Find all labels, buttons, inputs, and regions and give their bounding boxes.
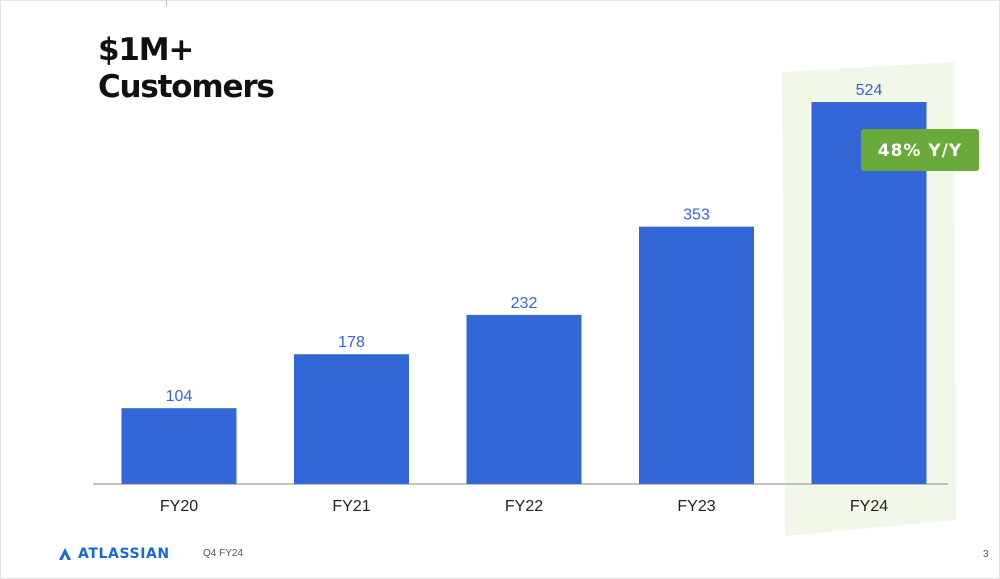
page-number: 3 — [983, 549, 989, 560]
chart-title: $1M+ Customers — [98, 32, 275, 106]
previous-slide-edge — [166, 0, 167, 6]
chart-title-line-2: Customers — [98, 69, 275, 105]
category-label-fy20: FY20 — [160, 498, 198, 515]
value-label-fy21: 178 — [338, 334, 365, 351]
yoy-growth-badge — [861, 129, 979, 171]
atlassian-logo-text: ATLASSIAN — [78, 546, 170, 562]
category-label-fy24: FY24 — [850, 498, 888, 515]
value-label-fy24: 524 — [856, 82, 883, 99]
value-label-fy22: 232 — [511, 295, 538, 312]
category-label-fy22: FY22 — [505, 498, 543, 515]
value-label-fy23: 353 — [683, 207, 710, 224]
chart-title-line-1: $1M+ — [98, 32, 194, 68]
atlassian-logo: ATLASSIAN — [58, 545, 170, 563]
bar-fy20 — [121, 408, 237, 484]
bar-fy23 — [639, 226, 754, 484]
footer-period: Q4 FY24 — [203, 548, 244, 559]
bar-fy21 — [294, 354, 409, 484]
category-label-fy21: FY21 — [332, 498, 370, 515]
yoy-growth-badge-label: 48% Y/Y — [878, 141, 962, 161]
bar-fy22 — [466, 314, 582, 484]
value-label-fy20: 104 — [166, 388, 193, 405]
atlassian-logo-icon — [59, 548, 71, 560]
category-label-fy23: FY23 — [677, 498, 715, 515]
